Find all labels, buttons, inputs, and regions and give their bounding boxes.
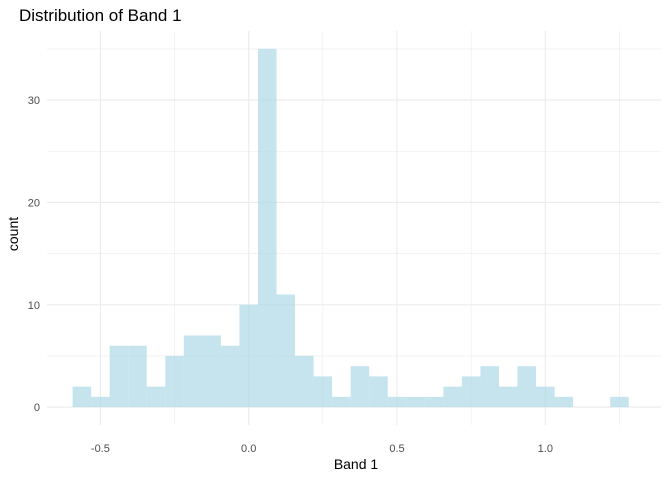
- histogram-bar: [183, 335, 203, 408]
- histogram-bar: [295, 355, 314, 408]
- histogram-bar: [498, 386, 518, 408]
- histogram-bar: [517, 366, 537, 408]
- histogram-bar: [369, 376, 388, 408]
- histogram-bar: [165, 355, 184, 408]
- histogram-bars: [72, 48, 629, 408]
- histogram-bar: [220, 345, 240, 408]
- histogram-bar: [480, 366, 499, 408]
- y-axis-title: count: [5, 217, 21, 251]
- y-tick-label: 20: [28, 197, 40, 209]
- grid-minor: [47, 31, 661, 425]
- histogram-bar: [443, 386, 462, 408]
- histogram-bar: [350, 366, 370, 408]
- histogram-bar: [406, 396, 425, 408]
- histogram-bar: [424, 396, 444, 408]
- histogram-bar: [109, 345, 129, 408]
- histogram-bar: [332, 396, 351, 408]
- chart-title: Distribution of Band 1: [19, 6, 182, 25]
- x-axis-title: Band 1: [334, 456, 379, 472]
- histogram-bar: [257, 48, 277, 408]
- x-tick-labels: -0.5 0.0 0.5 1.0: [91, 443, 553, 455]
- x-tick-label: 1.0: [538, 443, 553, 455]
- histogram-bar: [146, 386, 166, 408]
- histogram-bar: [387, 396, 407, 408]
- histogram-bar: [128, 345, 147, 408]
- histogram-bar: [313, 376, 333, 408]
- x-tick-label: 0.0: [241, 443, 256, 455]
- histogram-bar: [239, 304, 258, 408]
- histogram-bar: [536, 386, 555, 408]
- x-tick-label: 0.5: [389, 443, 404, 455]
- y-tick-labels: 0 10 20 30: [28, 95, 40, 414]
- histogram-bar: [276, 294, 296, 408]
- y-tick-label: 30: [28, 95, 40, 107]
- x-tick-label: -0.5: [91, 443, 110, 455]
- histogram-bar: [91, 396, 110, 408]
- y-tick-label: 10: [28, 300, 40, 312]
- histogram-bar: [610, 396, 629, 408]
- y-tick-label: 0: [34, 402, 40, 414]
- histogram-bar: [72, 386, 92, 408]
- histogram-bar: [461, 376, 481, 408]
- histogram-bar: [202, 335, 221, 408]
- histogram-bar: [554, 396, 574, 408]
